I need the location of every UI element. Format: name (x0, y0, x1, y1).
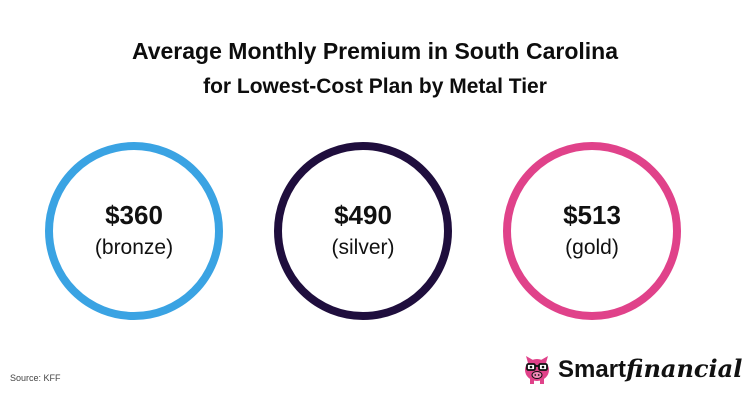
gold-price: $513 (563, 200, 621, 230)
logo-text-financial: financial (626, 353, 743, 383)
pig-ear-left (526, 356, 533, 363)
gold-circle: $513 (gold) (503, 142, 681, 320)
title-line-2: for Lowest-Cost Plan by Metal Tier (203, 75, 547, 98)
pig-eye-left (529, 365, 533, 369)
piggy-bank-with-glasses-icon (525, 356, 549, 384)
source-note: Source: KFF (10, 373, 61, 383)
pig-nostril-left (534, 374, 537, 376)
bronze-label: (bronze) (94, 236, 174, 259)
logo-wordmark: Smartfinancial (558, 354, 742, 385)
pig-leg-right (540, 379, 544, 384)
pig-eye-right (541, 365, 545, 369)
chart-title: Average Monthly Premium in South Carolin… (0, 36, 750, 102)
silver-label: (silver) (331, 236, 395, 259)
bronze-price: $360 (105, 200, 163, 230)
pig-nostril-right (537, 374, 540, 376)
pig-leg-left (530, 379, 534, 384)
title-line-1: Average Monthly Premium in South Carolin… (131, 38, 619, 64)
pig-ear-right (541, 356, 548, 363)
gold-label: (gold) (565, 236, 619, 259)
silver-price: $490 (334, 200, 392, 230)
bronze-circle: $360 (bronze) (45, 142, 223, 320)
pig-snout (531, 371, 543, 379)
silver-circle: $490 (silver) (274, 142, 452, 320)
smartfinancial-logo: Smartfinancial (522, 352, 742, 386)
logo-text-smart: Smart (558, 355, 627, 383)
